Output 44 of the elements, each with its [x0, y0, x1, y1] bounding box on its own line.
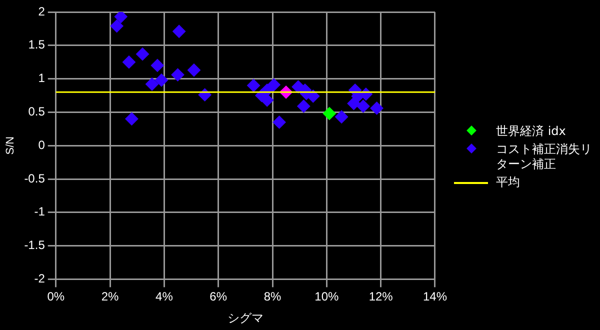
point — [267, 78, 280, 92]
y-tick-label: -2 — [34, 272, 46, 286]
point — [260, 94, 274, 107]
y-tick-label: 1 — [38, 71, 46, 86]
point — [122, 56, 136, 69]
point — [322, 107, 336, 120]
point — [150, 58, 164, 72]
point — [370, 102, 384, 115]
legend-label: コスト補正消失リターン補正 — [496, 142, 593, 172]
x-tick-label: 4% — [156, 290, 174, 304]
point — [356, 100, 370, 113]
point — [306, 90, 320, 103]
point — [172, 24, 186, 38]
x-tick-label: 2% — [101, 290, 120, 304]
point — [347, 97, 360, 110]
x-tick-label: 0% — [47, 290, 65, 304]
x-tick-label: 12% — [368, 290, 394, 304]
point — [335, 110, 348, 124]
point — [187, 64, 200, 77]
x-tick-label: 10% — [314, 290, 340, 304]
y-tick-label: 0.5 — [28, 104, 46, 119]
y-axis-title: S/N — [4, 136, 17, 155]
point — [297, 100, 310, 113]
point — [154, 74, 168, 87]
y-tick-label: -0.5 — [24, 171, 46, 186]
x-tick-label: 8% — [264, 290, 282, 304]
point — [247, 78, 260, 92]
y-tick-label: 1.5 — [28, 38, 46, 52]
point — [272, 116, 286, 129]
x-axis-title: シグマ — [227, 311, 264, 326]
y-tick-label: 2 — [38, 4, 46, 18]
point — [146, 78, 159, 91]
y-tick-label: 0 — [38, 138, 46, 152]
y-tick-label: -1 — [34, 204, 46, 219]
point — [136, 48, 150, 61]
x-tick-label: 14% — [422, 290, 448, 304]
legend-label: 平均 — [496, 175, 520, 190]
y-tick-label: -1.5 — [24, 238, 46, 252]
point — [171, 68, 184, 82]
legend-label: 世界経済 idx — [496, 124, 566, 139]
point — [125, 112, 138, 126]
point — [114, 12, 128, 24]
point — [110, 20, 124, 33]
x-tick-label: 6% — [210, 290, 228, 304]
